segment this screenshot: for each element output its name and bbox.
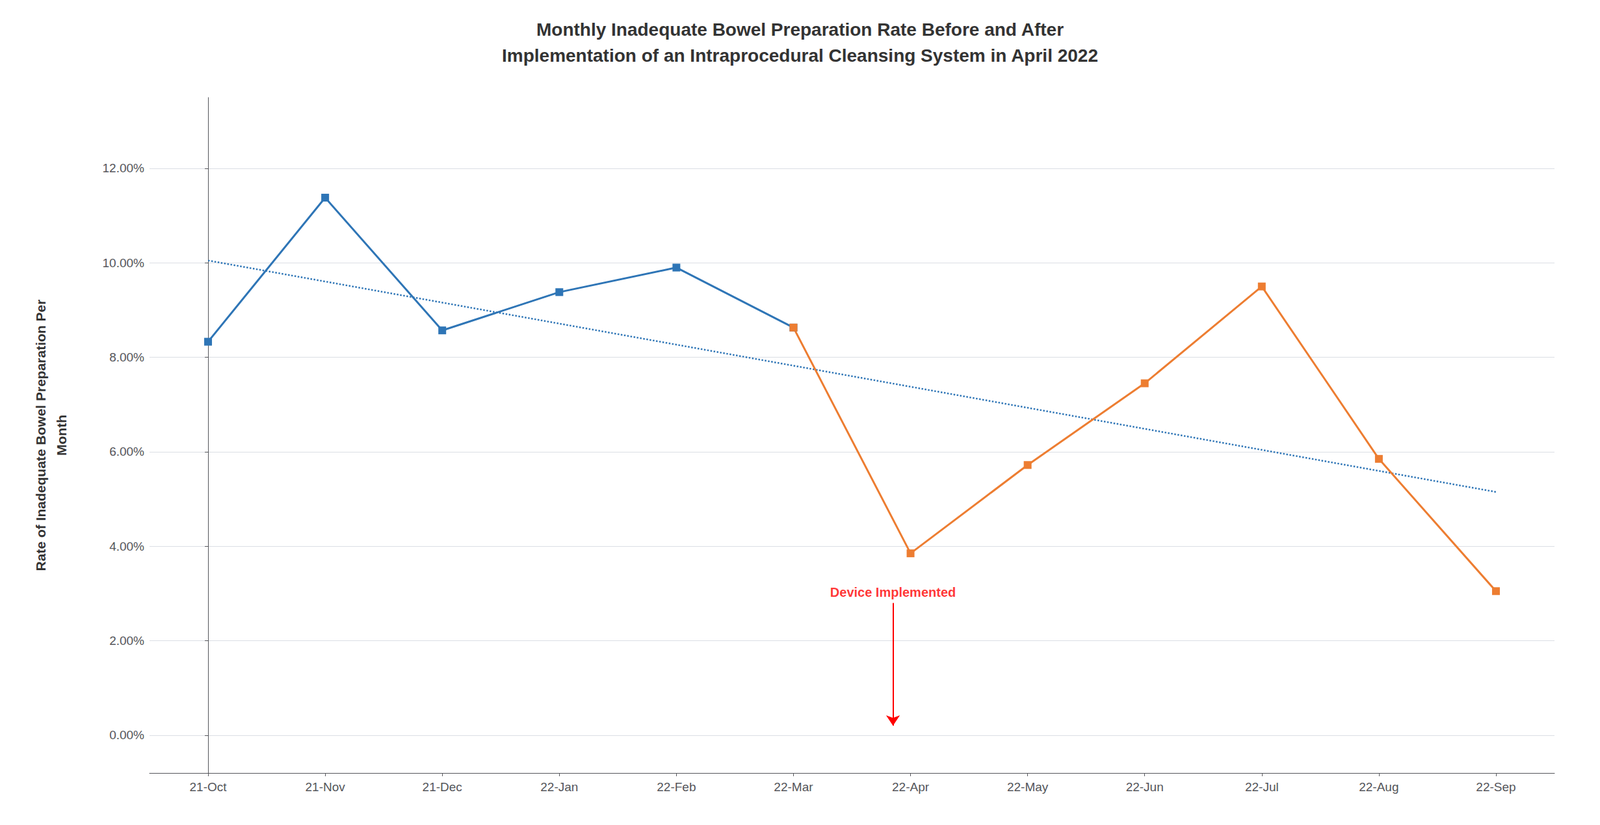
- svg-text:22-Jul: 22-Jul: [1245, 780, 1279, 794]
- svg-text:21-Dec: 21-Dec: [422, 780, 463, 794]
- svg-text:6.00%: 6.00%: [109, 444, 145, 459]
- svg-text:22-Feb: 22-Feb: [656, 780, 696, 794]
- svg-text:Device Implemented: Device Implemented: [830, 585, 956, 600]
- svg-text:22-Aug: 22-Aug: [1358, 780, 1399, 794]
- svg-text:Implementation of an Intraproc: Implementation of an Intraprocedural Cle…: [501, 45, 1099, 66]
- svg-text:22-May: 22-May: [1007, 780, 1049, 794]
- svg-text:4.00%: 4.00%: [109, 539, 145, 554]
- svg-text:8.00%: 8.00%: [109, 350, 145, 365]
- svg-text:0.00%: 0.00%: [109, 728, 145, 742]
- svg-text:21-Nov: 21-Nov: [305, 780, 346, 794]
- svg-text:22-Jun: 22-Jun: [1126, 780, 1164, 794]
- svg-text:22-Apr: 22-Apr: [891, 780, 930, 794]
- svg-text:10.00%: 10.00%: [102, 256, 145, 270]
- svg-text:Rate of Inadequate Bowel Prepa: Rate of Inadequate Bowel Preparation Per: [33, 299, 49, 572]
- svg-text:12.00%: 12.00%: [102, 161, 145, 175]
- svg-text:21-Oct: 21-Oct: [189, 780, 228, 794]
- svg-text:22-Mar: 22-Mar: [773, 780, 814, 794]
- svg-text:22-Jan: 22-Jan: [540, 780, 578, 794]
- svg-text:22-Sep: 22-Sep: [1475, 780, 1516, 794]
- svg-text:Monthly Inadequate Bowel Prepa: Monthly Inadequate Bowel Preparation Rat…: [536, 19, 1064, 40]
- svg-text:Month: Month: [53, 414, 69, 456]
- svg-text:2.00%: 2.00%: [109, 633, 145, 648]
